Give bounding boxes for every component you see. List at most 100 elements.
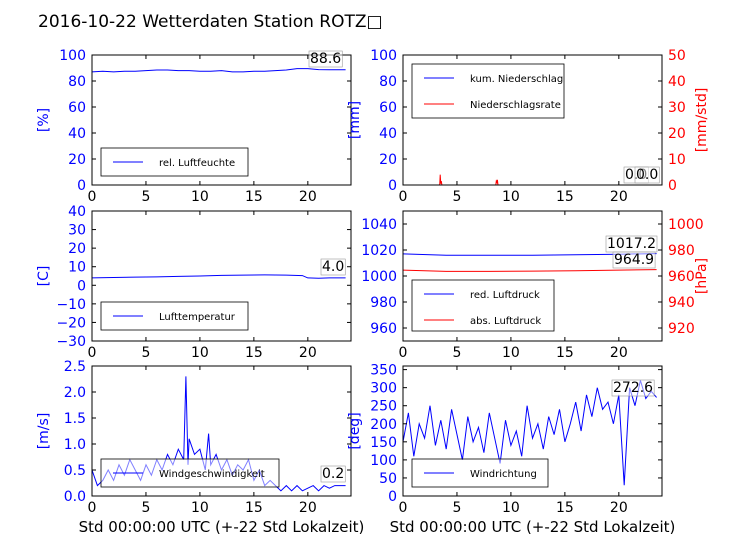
legend: Windrichtung — [411, 458, 549, 488]
y-tick-label: 30 — [68, 223, 86, 239]
value-annotation-box — [308, 50, 343, 68]
y-tick-label: 60 — [379, 100, 397, 116]
y-tick-label: 0 — [388, 178, 397, 194]
x-tick-label: 5 — [452, 345, 461, 361]
x-tick-label: 0 — [399, 189, 408, 205]
y-tick-label: 1040 — [361, 217, 397, 233]
x-tick-label: 20 — [299, 189, 317, 205]
chart-windspeed: 0 5 10 15 20 0.0 0.5 1.0 1.5 2.0 2.5 [m/s] Std 00:00… — [36, 359, 364, 536]
legend-label: Windgeschwindigkeit — [159, 469, 265, 480]
legend: rel. Luftfeuchte — [100, 147, 249, 177]
x-axis-label: Std 00:00:00 UTC (+-22 Std Lokalzeit) — [79, 518, 365, 536]
value-annotation-box — [612, 251, 656, 269]
value-annotation: 0.0 — [636, 167, 658, 183]
y-tick-label: 40 — [379, 126, 397, 142]
y-right-tick-label: 960 — [668, 269, 695, 285]
legend: red. Luftdruck abs. Luftdruck — [411, 279, 555, 332]
y-tick-label: 10 — [68, 260, 86, 276]
x-tick-label: 20 — [299, 345, 317, 361]
chart-humidity: 0 5 10 15 20 0 20 40 60 80 100 [%] rel. Luftfeuchte 8… — [36, 48, 352, 205]
y-right-tick-label: 50 — [668, 48, 686, 64]
y-axis-label: [deg] — [347, 412, 363, 449]
y-right-tick-label: 40 — [668, 74, 686, 90]
y-axis-label: [%] — [36, 108, 52, 132]
x-tick-label: 20 — [299, 500, 317, 516]
x-tick-label: 0 — [399, 500, 408, 516]
x-tick-label: 10 — [502, 500, 520, 516]
y-tick-label: 20 — [379, 152, 397, 168]
value-annotation-box — [320, 465, 346, 483]
legend: Lufttemperatur — [100, 301, 249, 331]
x-tick-label: 10 — [502, 189, 520, 205]
y-tick-label: 60 — [68, 100, 86, 116]
x-tick-label: 20 — [610, 189, 628, 205]
chart-temperature: 0 5 10 15 20 −30 −20 −10 0 10 20 30 40 [C] Lufttempera… — [36, 204, 352, 361]
y-right-tick-label: 920 — [668, 321, 695, 337]
y-tick-label: 80 — [379, 74, 397, 90]
y-tick-label: 350 — [370, 363, 397, 379]
y-right-tick-label: 940 — [668, 295, 695, 311]
x-tick-label: 5 — [141, 189, 150, 205]
legend-label: Windrichtung — [470, 469, 537, 480]
plot-frame — [402, 365, 663, 497]
x-tick-label: 10 — [191, 189, 209, 205]
legend-label: kum. Niederschlag — [470, 74, 563, 85]
legend-label: Lufttemperatur — [159, 312, 236, 323]
value-annotation: 88.6 — [310, 51, 341, 67]
figure-title: 2016-10-22 Wetterdaten Station ROTZ□ — [38, 12, 383, 32]
series-line-1 — [403, 380, 657, 486]
y-tick-label: 960 — [370, 321, 397, 337]
plot-frame — [91, 210, 352, 342]
x-tick-label: 0 — [399, 345, 408, 361]
legend-box — [411, 279, 555, 332]
legend-label: abs. Luftdruck — [470, 316, 541, 327]
x-tick-label: 10 — [191, 345, 209, 361]
y-tick-label: 20 — [68, 152, 86, 168]
x-tick-label: 5 — [452, 500, 461, 516]
y-tick-label: 0 — [388, 489, 397, 505]
value-annotation: 964.9 — [614, 252, 654, 268]
y-tick-label: 40 — [68, 204, 86, 220]
chart-precipitation: 0 5 10 15 20 0 20 40 60 80 100 0 10 20 30 40 50 [mm] [mm/s… — [347, 48, 710, 205]
y-tick-label: 1.0 — [64, 437, 86, 453]
y-right-tick-label: 20 — [668, 126, 686, 142]
legend-box — [411, 63, 565, 119]
x-tick-label: 15 — [245, 500, 263, 516]
chart-pressure: 0 5 10 15 20 960 980 1000 1020 1040 920 940 960 980 10… — [361, 210, 710, 361]
x-tick-label: 15 — [556, 345, 574, 361]
y-tick-label: 300 — [370, 381, 397, 397]
y-tick-label: 100 — [59, 48, 86, 64]
x-tick-label: 15 — [245, 345, 263, 361]
x-tick-label: 15 — [556, 189, 574, 205]
series-line-2 — [403, 174, 662, 185]
y-tick-label: 40 — [68, 126, 86, 142]
value-annotation-box — [634, 166, 660, 184]
x-tick-label: 5 — [141, 345, 150, 361]
value-annotation: 272.6 — [613, 380, 653, 396]
x-tick-label: 20 — [610, 500, 628, 516]
y-tick-label: 250 — [370, 399, 397, 415]
y-tick-label: 2.0 — [64, 385, 86, 401]
legend-label: red. Luftdruck — [470, 290, 540, 301]
y-tick-label: 50 — [379, 471, 397, 487]
legend-label: rel. Luftfeuchte — [159, 158, 235, 169]
value-annotation: 1017.2 — [607, 236, 656, 252]
legend: kum. Niederschlag Niederschlagsrate — [411, 63, 565, 119]
y-tick-label: 1000 — [361, 269, 397, 285]
y-tick-label: 1.5 — [64, 411, 86, 427]
x-tick-label: 20 — [610, 345, 628, 361]
plot-frame — [91, 54, 352, 186]
y-axis-label: [C] — [36, 266, 52, 287]
y-tick-label: 0 — [77, 178, 86, 194]
series-line-1 — [92, 68, 346, 73]
value-annotation-box — [611, 379, 655, 397]
value-annotation-box — [320, 258, 346, 276]
y-right-axis-label: [mm/std] — [694, 88, 710, 153]
y-tick-label: 20 — [68, 241, 86, 257]
series-line-2 — [403, 269, 657, 272]
y-tick-label: −20 — [56, 315, 86, 331]
series-line-1 — [92, 274, 346, 279]
y-tick-label: 0.5 — [64, 463, 86, 479]
